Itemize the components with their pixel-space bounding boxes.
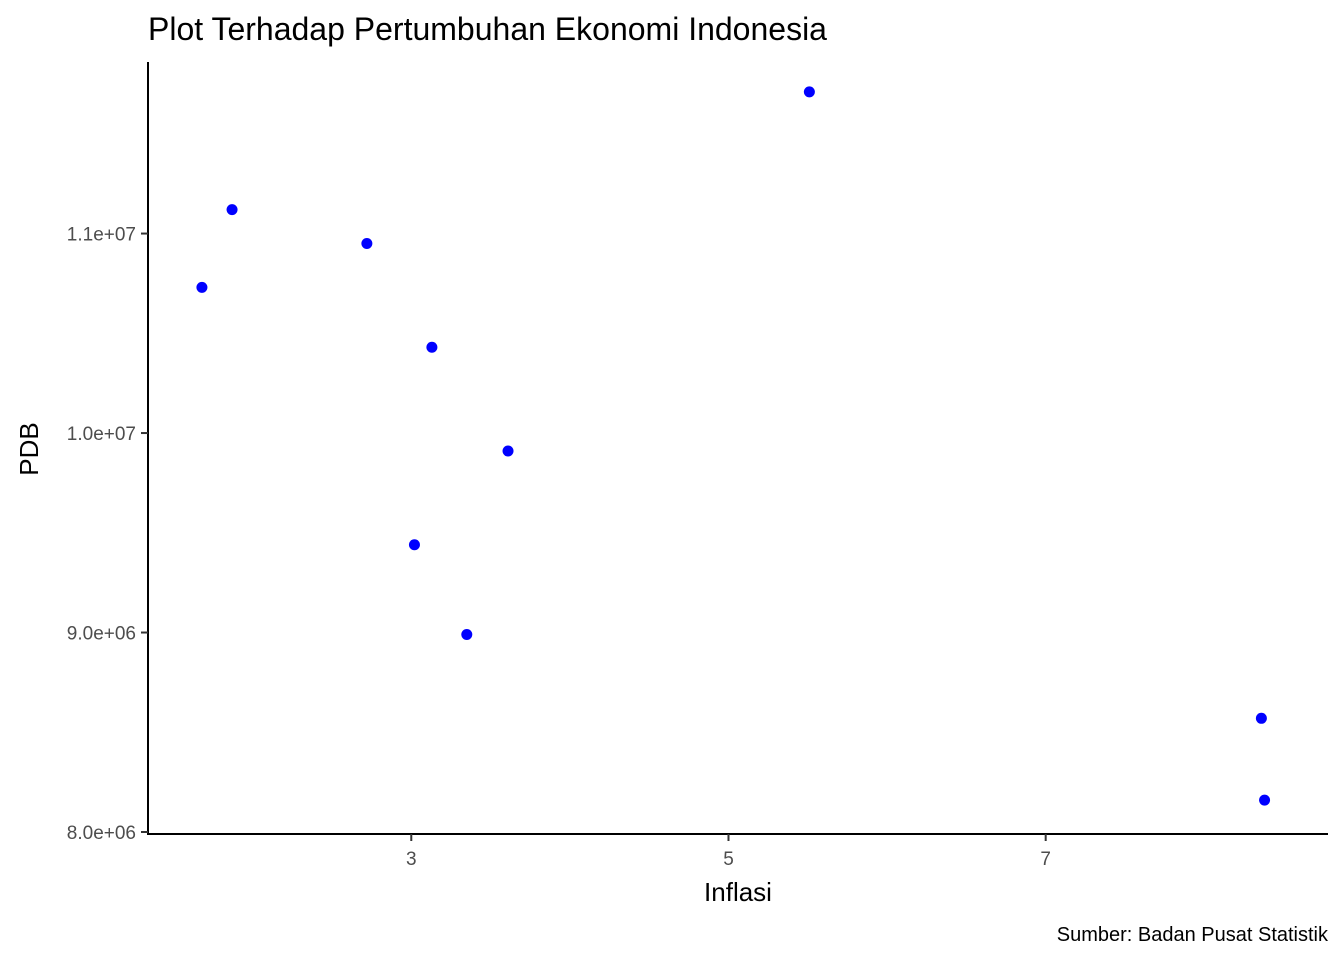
data-point	[226, 204, 238, 216]
chart-title: Plot Terhadap Pertumbuhan Ekonomi Indone…	[148, 11, 827, 47]
data-point	[361, 238, 373, 250]
data-point	[426, 341, 438, 353]
data-point	[502, 445, 514, 457]
data-point	[1259, 794, 1271, 806]
chart-caption: Sumber: Badan Pusat Statistik	[1057, 924, 1329, 946]
x-axis-title: Inflasi	[704, 877, 772, 907]
plot-area	[196, 86, 1271, 806]
y-tick-label: 9.0e+06	[67, 624, 136, 645]
y-tick-label: 1.1e+07	[67, 225, 136, 246]
y-axis-ticks: 8.0e+06 9.0e+06 1.0e+07 1.1e+07	[67, 225, 148, 844]
x-tick-label: 5	[723, 849, 734, 870]
x-tick-label: 7	[1040, 849, 1051, 870]
data-point	[461, 629, 473, 641]
data-point	[196, 281, 208, 293]
y-tick-label: 1.0e+07	[67, 424, 136, 445]
data-point	[803, 86, 815, 98]
data-point	[1255, 712, 1267, 724]
data-point	[408, 539, 420, 551]
x-tick-label: 3	[406, 849, 417, 870]
y-tick-label: 8.0e+06	[67, 823, 136, 844]
y-axis-title: PDB	[14, 422, 44, 475]
x-axis-ticks: 3 5 7	[406, 834, 1051, 870]
